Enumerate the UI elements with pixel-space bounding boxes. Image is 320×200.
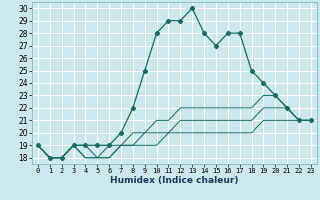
X-axis label: Humidex (Indice chaleur): Humidex (Indice chaleur) xyxy=(110,176,239,185)
